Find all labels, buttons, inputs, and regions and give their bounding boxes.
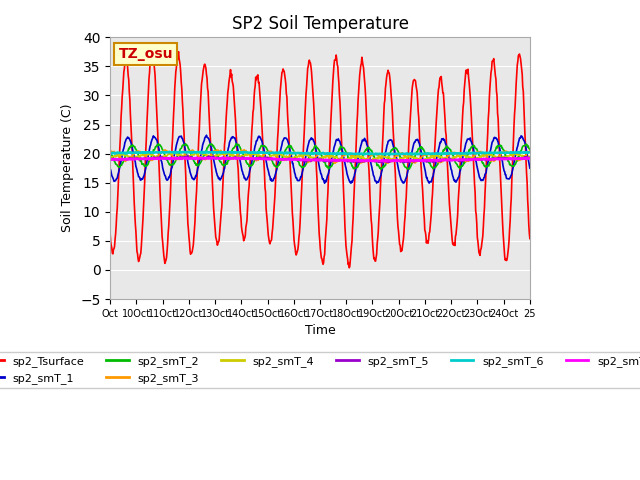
Line: sp2_Tsurface: sp2_Tsurface [110, 52, 530, 268]
sp2_smT_3 [270, 151, 278, 157]
Line: sp2_smT_7: sp2_smT_7 [110, 158, 530, 161]
sp2_smT_1 [270, 175, 278, 181]
sp2_Tsurface [254, 72, 262, 78]
sp2_Tsurface [364, 132, 371, 137]
sp2_smT_7 [363, 158, 371, 164]
sp2_smT_4 [526, 154, 534, 160]
sp2_smT_7 [526, 156, 534, 161]
sp2_smT_7 [193, 155, 201, 161]
Title: SP2 Soil Temperature: SP2 Soil Temperature [232, 15, 408, 33]
Line: sp2_smT_4: sp2_smT_4 [110, 152, 530, 161]
sp2_smT_5 [363, 158, 371, 164]
sp2_smT_6 [106, 150, 114, 156]
sp2_smT_4 [233, 153, 241, 159]
sp2_smT_4 [106, 155, 114, 161]
sp2_smT_7 [270, 156, 278, 162]
sp2_smT_1 [203, 132, 211, 138]
sp2_smT_5 [106, 156, 114, 162]
sp2_smT_2 [526, 146, 534, 152]
sp2_smT_5 [270, 156, 278, 162]
sp2_smT_6 [387, 151, 395, 157]
sp2_smT_6 [233, 150, 241, 156]
sp2_smT_6 [363, 151, 371, 156]
sp2_smT_3 [526, 147, 534, 153]
sp2_smT_3 [364, 156, 371, 162]
sp2_smT_4 [392, 158, 399, 164]
sp2_smT_4 [270, 153, 278, 158]
sp2_smT_5 [379, 160, 387, 166]
sp2_smT_3 [233, 153, 241, 158]
sp2_smT_1 [364, 143, 371, 148]
sp2_smT_3 [254, 156, 262, 161]
sp2_smT_3 [241, 147, 248, 153]
sp2_smT_4 [387, 156, 394, 161]
sp2_smT_2 [387, 149, 395, 155]
sp2_smT_3 [106, 149, 114, 155]
sp2_Tsurface [106, 231, 114, 237]
sp2_smT_3 [387, 158, 395, 164]
sp2_smT_5 [387, 159, 395, 165]
sp2_smT_2 [270, 161, 278, 167]
sp2_smT_7 [233, 156, 241, 161]
sp2_smT_3 [156, 151, 163, 157]
sp2_smT_2 [377, 167, 385, 172]
sp2_smT_2 [154, 141, 162, 146]
sp2_smT_1 [233, 143, 241, 149]
sp2_smT_2 [106, 148, 114, 154]
sp2_Tsurface [526, 236, 534, 241]
sp2_smT_7 [156, 156, 163, 161]
sp2_smT_2 [233, 142, 241, 147]
sp2_smT_1 [526, 165, 534, 171]
sp2_smT_1 [156, 149, 163, 155]
Line: sp2_smT_2: sp2_smT_2 [110, 144, 530, 169]
sp2_smT_7 [106, 156, 114, 162]
sp2_smT_2 [363, 145, 371, 151]
sp2_smT_5 [233, 156, 241, 161]
sp2_smT_6 [526, 149, 534, 155]
sp2_smT_6 [370, 152, 378, 157]
Line: sp2_smT_6: sp2_smT_6 [110, 152, 530, 155]
sp2_smT_1 [254, 135, 262, 141]
Line: sp2_smT_1: sp2_smT_1 [110, 135, 530, 183]
sp2_smT_6 [254, 150, 262, 156]
sp2_smT_1 [387, 137, 395, 143]
Text: TZ_osu: TZ_osu [118, 47, 173, 61]
sp2_smT_7 [254, 156, 262, 162]
sp2_smT_4 [156, 155, 163, 160]
sp2_smT_6 [156, 149, 163, 155]
sp2_smT_7 [387, 158, 394, 164]
sp2_smT_6 [270, 150, 278, 156]
sp2_smT_1 [106, 166, 114, 172]
Line: sp2_smT_3: sp2_smT_3 [110, 150, 530, 163]
sp2_smT_7 [397, 158, 404, 164]
sp2_Tsurface [346, 265, 353, 271]
sp2_Tsurface [175, 49, 182, 55]
sp2_Tsurface [270, 210, 278, 216]
sp2_smT_4 [199, 149, 207, 155]
sp2_smT_2 [254, 150, 262, 156]
sp2_smT_1 [321, 180, 328, 186]
sp2_smT_4 [254, 153, 262, 159]
sp2_Tsurface [156, 172, 163, 178]
sp2_smT_6 [203, 149, 211, 155]
sp2_Tsurface [233, 149, 241, 155]
sp2_smT_5 [254, 155, 262, 160]
sp2_smT_4 [363, 156, 371, 162]
sp2_smT_5 [156, 154, 163, 160]
sp2_smT_5 [526, 155, 534, 160]
X-axis label: Time: Time [305, 324, 335, 337]
sp2_smT_3 [332, 160, 339, 166]
sp2_Tsurface [387, 88, 395, 94]
Line: sp2_smT_5: sp2_smT_5 [110, 156, 530, 163]
sp2_smT_5 [184, 153, 192, 158]
Y-axis label: Soil Temperature (C): Soil Temperature (C) [61, 104, 74, 232]
sp2_smT_2 [156, 142, 164, 148]
Legend: sp2_Tsurface, sp2_smT_1, sp2_smT_2, sp2_smT_3, sp2_smT_4, sp2_smT_5, sp2_smT_6, : sp2_Tsurface, sp2_smT_1, sp2_smT_2, sp2_… [0, 352, 640, 388]
